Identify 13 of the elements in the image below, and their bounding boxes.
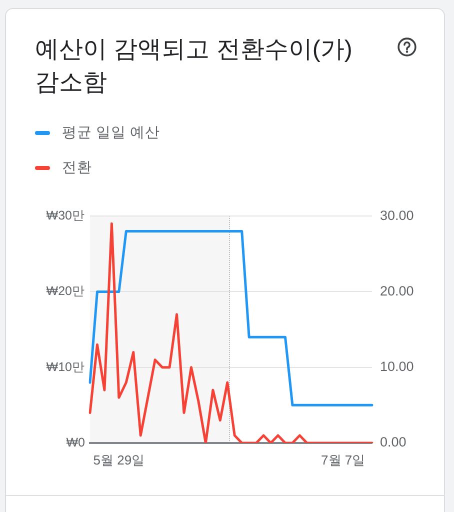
y-tick-label: ₩10만: [46, 360, 85, 374]
y-tick-label: ₩0: [66, 435, 86, 450]
y2-tick-label: 30.00: [380, 208, 414, 223]
legend-label: 평균 일일 예산: [62, 124, 160, 142]
x-tick-label: 5월 29일: [93, 452, 145, 468]
y2-tick-label: 20.00: [380, 283, 414, 298]
chart-title: 예산이 감액되고 전환수이(가) 감소함: [35, 35, 354, 98]
legend-label: 전환: [62, 159, 92, 177]
y2-tick-label: 10.00: [380, 359, 414, 374]
y2-tick-label: 0.00: [380, 434, 406, 450]
y-tick-label: ₩20만: [46, 284, 85, 298]
x-tick-label: 7월 7일: [321, 452, 366, 468]
y-tick-label: ₩30만: [46, 208, 85, 223]
